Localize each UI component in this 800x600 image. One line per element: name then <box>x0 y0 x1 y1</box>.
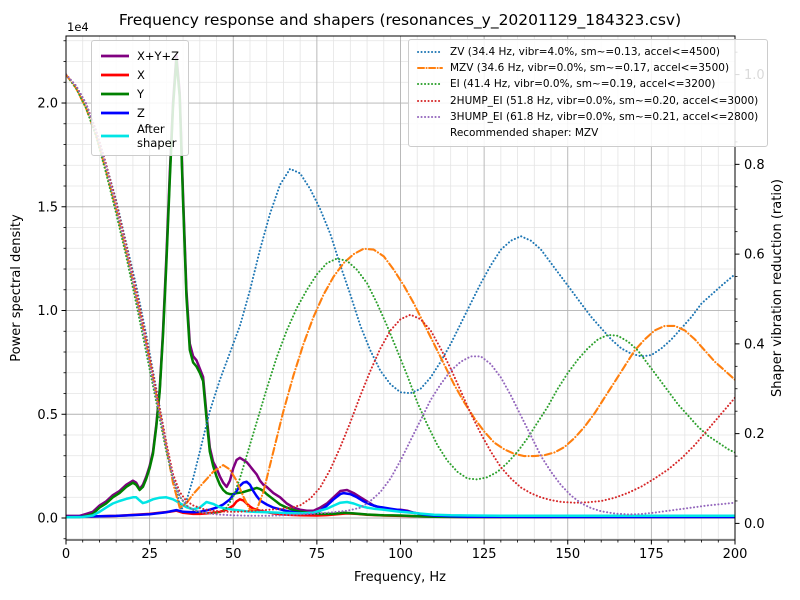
legend-item-label: X+Y+Z <box>137 48 180 63</box>
x-axis-label: Frequency, Hz <box>354 570 446 585</box>
legend-swatch-spacer <box>417 130 443 136</box>
legend-item-label: 3HUMP_EI (61.8 Hz, vibr=0.0%, sm~=0.21, … <box>450 110 759 123</box>
legend-line-swatch <box>417 99 443 102</box>
y-axis-offset-label: 1e4 <box>67 20 89 34</box>
legend-item-label: EI (41.4 Hz, vibr=0.0%, sm~=0.19, accel<… <box>450 78 716 91</box>
chart-title: Frequency response and shapers (resonanc… <box>119 11 681 30</box>
legend-item-label: Z <box>137 105 145 120</box>
legend-item-label: ZV (34.4 Hz, vibr=4.0%, sm~=0.13, accel<… <box>450 46 720 59</box>
legend-item-label: X <box>137 67 145 82</box>
y-right-tick-label: 0.0 <box>744 517 765 532</box>
y-left-tick-label: 1.0 <box>37 304 58 319</box>
legend-item-label: After shaper <box>137 122 177 150</box>
legend-item-label: Y <box>137 86 145 101</box>
x-tick-label: 200 <box>723 547 748 562</box>
legend-item: X+Y+Z <box>100 46 179 65</box>
legend-line-swatch <box>101 134 129 138</box>
y-left-tick-label: 0.5 <box>37 408 58 423</box>
legend-note-label: Recommended shaper: MZV <box>450 127 599 140</box>
legend-line-swatch <box>101 54 129 57</box>
axis-ticks <box>61 40 740 545</box>
series-line-ei <box>66 73 735 515</box>
legend-line-swatch <box>417 51 443 54</box>
legend-line-swatch <box>101 111 129 114</box>
y-left-tick-label: 0.0 <box>37 512 58 527</box>
legend-signals: X+Y+Z X Y Z After shaper <box>91 40 190 156</box>
legend-line-swatch <box>101 73 129 76</box>
series-line-after-shaper <box>66 496 735 519</box>
legend-shapers: ZV (34.4 Hz, vibr=4.0%, sm~=0.13, accel<… <box>408 39 769 148</box>
y-left-axis-label: Power spectral density <box>9 214 24 362</box>
y-right-tick-label: 0.2 <box>744 427 765 442</box>
legend-item: 3HUMP_EI (61.8 Hz, vibr=0.0%, sm~=0.21, … <box>417 109 758 125</box>
series-line-mzv <box>66 73 735 511</box>
legend-item: MZV (34.6 Hz, vibr=0.0%, sm~=0.17, accel… <box>417 60 758 76</box>
x-tick-label: 0 <box>62 547 70 562</box>
legend-line-swatch <box>417 115 443 118</box>
legend-item-label: MZV (34.6 Hz, vibr=0.0%, sm~=0.17, accel… <box>450 62 730 75</box>
series-line-3hump-ei <box>66 73 735 517</box>
x-tick-label: 100 <box>388 547 413 562</box>
x-tick-label: 50 <box>225 547 242 562</box>
x-tick-label: 75 <box>309 547 326 562</box>
y-right-tick-label: 0.4 <box>744 337 765 352</box>
x-tick-label: 25 <box>141 547 158 562</box>
legend-item: EI (41.4 Hz, vibr=0.0%, sm~=0.19, accel<… <box>417 76 758 92</box>
legend-line-swatch <box>417 83 443 86</box>
series-line-zv <box>66 73 735 511</box>
axis-tick-labels: 0 25 50 75 100 125 150 175 200 0.0 0.5 1.0 1.5 2.0 0.0… <box>37 68 764 562</box>
legend-item: ZV (34.4 Hz, vibr=4.0%, sm~=0.13, accel<… <box>417 44 758 60</box>
legend-item: Z <box>100 103 179 122</box>
series-lines <box>66 54 735 519</box>
legend-item: X <box>100 65 179 84</box>
y-right-axis-label: Shaper vibration reduction (ratio) <box>770 179 785 397</box>
legend-note: Recommended shaper: MZV <box>417 125 758 141</box>
legend-item-label: 2HUMP_EI (51.8 Hz, vibr=0.0%, sm~=0.20, … <box>450 94 759 107</box>
legend-item: 2HUMP_EI (51.8 Hz, vibr=0.0%, sm~=0.20, … <box>417 93 758 109</box>
legend-line-swatch <box>101 92 129 95</box>
legend-item: After shaper <box>100 122 179 150</box>
y-right-tick-label: 0.8 <box>744 158 765 173</box>
x-tick-label: 125 <box>472 547 497 562</box>
series-line-2hump-ei <box>66 73 735 513</box>
y-left-tick-label: 2.0 <box>37 97 58 112</box>
legend-item: Y <box>100 84 179 103</box>
y-right-tick-label: 0.6 <box>744 248 765 263</box>
x-tick-label: 175 <box>639 547 664 562</box>
x-tick-label: 150 <box>555 547 580 562</box>
legend-line-swatch <box>417 67 443 70</box>
y-left-tick-label: 1.5 <box>37 200 58 215</box>
